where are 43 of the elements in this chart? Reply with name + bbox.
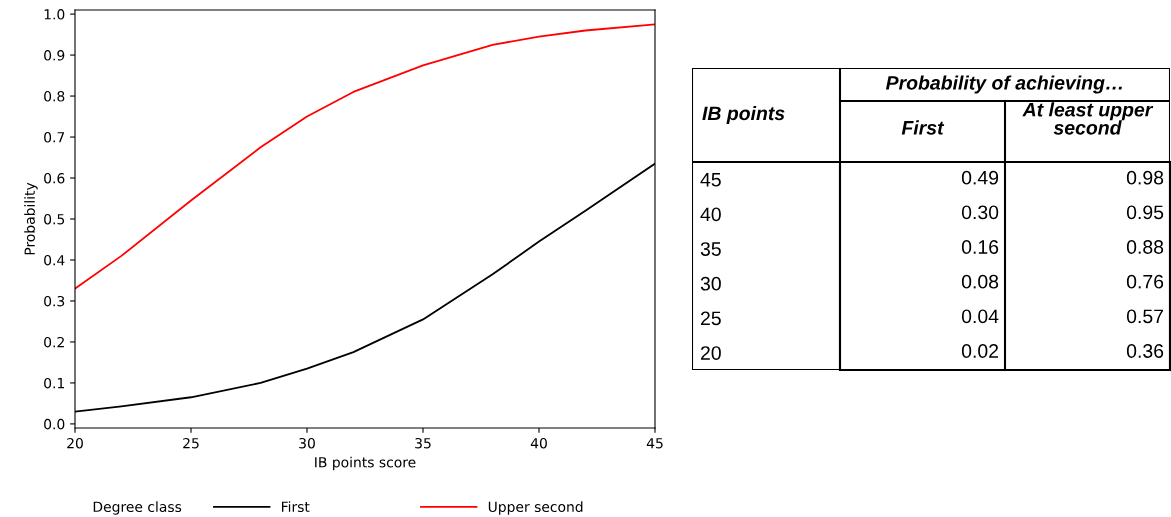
y-tick-label: 0.7	[44, 132, 65, 143]
y-tick-label: 0.9	[44, 50, 65, 61]
x-tick-label: 45	[646, 438, 663, 449]
y-tick-label: 0.8	[44, 91, 65, 102]
y-tick-label: 0.6	[44, 172, 65, 184]
x-tick-label: 35	[415, 437, 431, 449]
data-label: 0.76	[1126, 274, 1164, 289]
data-label: 0.49	[961, 170, 999, 185]
y-tick-label: 20	[700, 346, 721, 360]
x-tick-label: 20	[67, 437, 83, 449]
data-label: 0.08	[961, 274, 999, 289]
x-tick-label: 25	[183, 437, 199, 449]
x-axis-title: IB points score	[315, 456, 416, 471]
data-label: 0.95	[1126, 205, 1164, 220]
data-label: 0.36	[1126, 344, 1164, 358]
y-tick-label: 30	[700, 276, 721, 291]
y-tick-label: 0.0	[44, 418, 65, 430]
legend-label: Upper second	[488, 501, 583, 515]
data-label: 0.88	[1126, 240, 1164, 254]
y-tick-label: 0.5	[44, 213, 65, 225]
y-axis-title: IB points	[702, 105, 785, 125]
y-tick-label: 25	[700, 311, 721, 326]
y-tick-label: 0.2	[44, 336, 64, 348]
data-label: 0.16	[961, 240, 999, 254]
y-tick-label: 35	[700, 242, 721, 256]
data-label: 0.30	[961, 205, 999, 220]
y-tick-label: 0.1	[44, 377, 64, 389]
legend-label: First	[281, 501, 310, 513]
data-label: 0.57	[1126, 309, 1164, 324]
y-tick-label: 40	[700, 207, 721, 222]
chart-title: Probability of achieving…	[885, 75, 1122, 94]
legend-title: Degree class	[93, 501, 182, 515]
data-label: 0.98	[1126, 170, 1164, 185]
x-tick-label: 40	[530, 437, 547, 449]
y-tick-label: 1.0	[44, 9, 65, 20]
y-axis-title: Probability	[24, 182, 38, 255]
y-tick-label: 0.3	[44, 295, 65, 307]
y-tick-label: 45	[700, 173, 721, 187]
y-tick-label: 0.4	[44, 254, 65, 266]
x-tick-label: 30	[299, 437, 315, 449]
data-label: 0.02	[961, 344, 999, 358]
x-tick-label: At least upper second	[1022, 102, 1154, 135]
data-label: 0.04	[961, 309, 999, 324]
